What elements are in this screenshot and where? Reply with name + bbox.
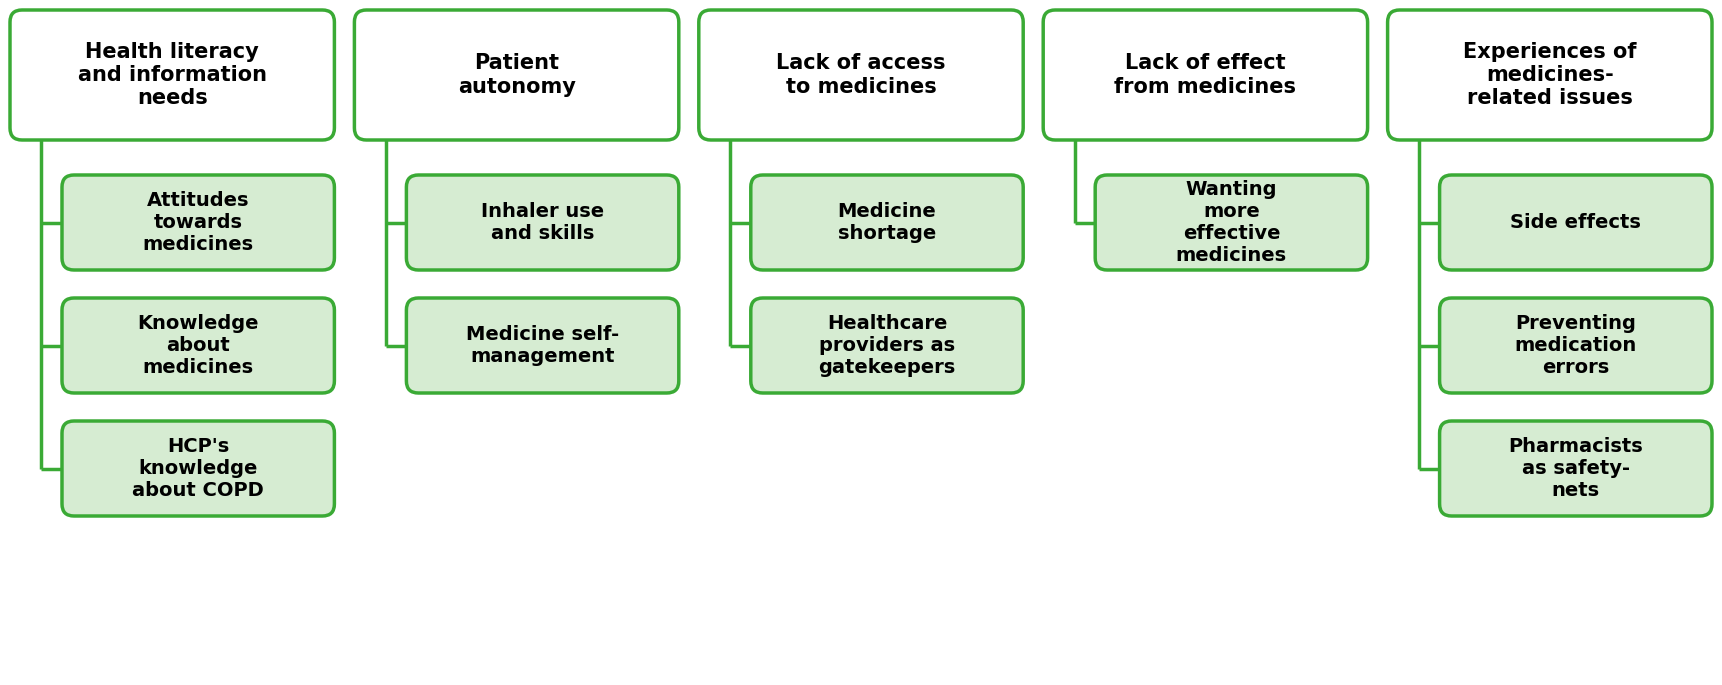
FancyBboxPatch shape <box>1388 10 1712 140</box>
FancyBboxPatch shape <box>355 10 678 140</box>
Text: Medicine
shortage: Medicine shortage <box>837 202 937 243</box>
Text: Patient
autonomy: Patient autonomy <box>458 53 575 97</box>
Text: Knowledge
about
medicines: Knowledge about medicines <box>138 314 258 377</box>
Text: HCP's
knowledge
about COPD: HCP's knowledge about COPD <box>133 437 263 500</box>
Text: Health literacy
and information
needs: Health literacy and information needs <box>77 42 267 108</box>
Text: Wanting
more
effective
medicines: Wanting more effective medicines <box>1176 180 1286 265</box>
Text: Lack of effect
from medicines: Lack of effect from medicines <box>1114 53 1297 97</box>
FancyBboxPatch shape <box>10 10 334 140</box>
Text: Preventing
medication
errors: Preventing medication errors <box>1515 314 1638 377</box>
FancyBboxPatch shape <box>699 10 1023 140</box>
Text: Side effects: Side effects <box>1510 213 1641 232</box>
Text: Attitudes
towards
medicines: Attitudes towards medicines <box>143 191 253 254</box>
FancyBboxPatch shape <box>1044 10 1367 140</box>
FancyBboxPatch shape <box>406 175 678 270</box>
FancyBboxPatch shape <box>1440 421 1712 516</box>
Text: Pharmacists
as safety-
nets: Pharmacists as safety- nets <box>1508 437 1643 500</box>
FancyBboxPatch shape <box>1440 298 1712 393</box>
FancyBboxPatch shape <box>1440 175 1712 270</box>
FancyBboxPatch shape <box>1095 175 1367 270</box>
Text: Lack of access
to medicines: Lack of access to medicines <box>777 53 945 97</box>
Text: Experiences of
medicines-
related issues: Experiences of medicines- related issues <box>1464 42 1636 108</box>
FancyBboxPatch shape <box>62 421 334 516</box>
FancyBboxPatch shape <box>406 298 678 393</box>
FancyBboxPatch shape <box>62 175 334 270</box>
Text: Medicine self-
management: Medicine self- management <box>467 325 620 366</box>
Text: Inhaler use
and skills: Inhaler use and skills <box>480 202 604 243</box>
FancyBboxPatch shape <box>751 175 1023 270</box>
Text: Healthcare
providers as
gatekeepers: Healthcare providers as gatekeepers <box>818 314 956 377</box>
FancyBboxPatch shape <box>751 298 1023 393</box>
FancyBboxPatch shape <box>62 298 334 393</box>
